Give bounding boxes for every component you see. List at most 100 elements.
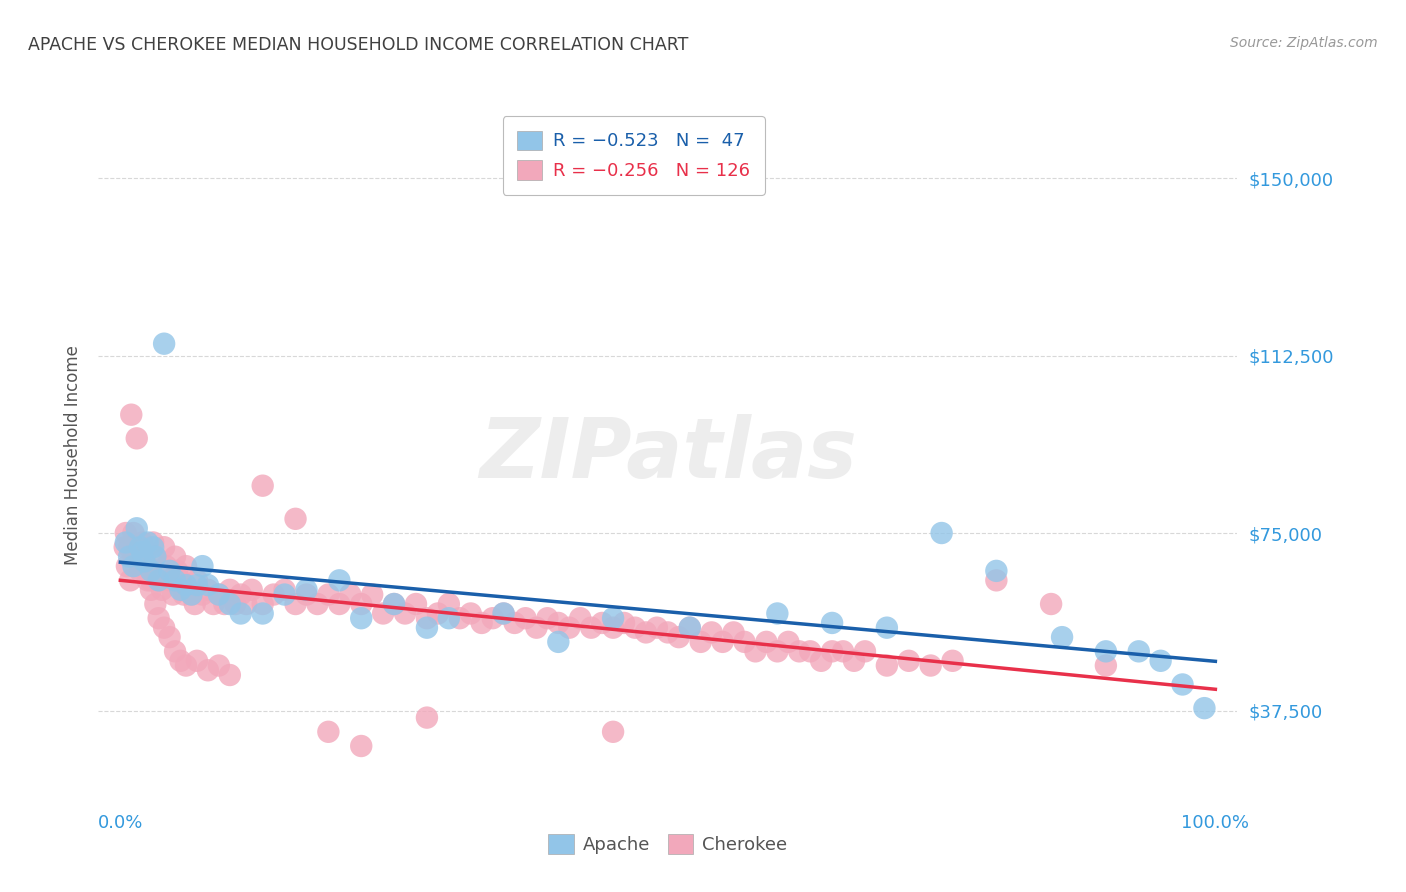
Point — [115, 559, 138, 574]
Point — [145, 549, 167, 564]
Point — [131, 535, 153, 549]
Point — [120, 574, 142, 588]
Point — [114, 540, 136, 554]
Point — [125, 431, 148, 445]
Point — [350, 739, 373, 753]
Point — [492, 607, 515, 621]
Point — [136, 535, 159, 549]
Point — [1194, 701, 1216, 715]
Legend: Apache, Cherokee: Apache, Cherokee — [540, 825, 796, 863]
Point — [229, 588, 252, 602]
Point — [361, 588, 384, 602]
Point — [153, 336, 176, 351]
Point — [139, 564, 162, 578]
Point — [174, 559, 197, 574]
Point — [449, 611, 471, 625]
Point — [148, 574, 170, 588]
Point — [689, 635, 711, 649]
Point — [136, 574, 159, 588]
Point — [129, 564, 152, 578]
Point — [136, 559, 159, 574]
Point — [821, 644, 844, 658]
Point — [122, 526, 145, 541]
Point — [394, 607, 416, 621]
Point — [169, 654, 191, 668]
Point — [876, 658, 898, 673]
Point — [159, 574, 181, 588]
Point — [842, 654, 865, 668]
Point — [492, 607, 515, 621]
Text: ZIPatlas: ZIPatlas — [479, 415, 856, 495]
Point — [148, 611, 170, 625]
Point — [460, 607, 482, 621]
Point — [515, 611, 537, 625]
Point — [437, 597, 460, 611]
Point — [679, 621, 702, 635]
Point — [120, 408, 142, 422]
Point — [1050, 630, 1073, 644]
Point — [218, 668, 240, 682]
Point — [832, 644, 855, 658]
Point — [284, 512, 307, 526]
Point — [481, 611, 503, 625]
Point — [218, 597, 240, 611]
Point — [129, 549, 152, 564]
Point — [197, 663, 219, 677]
Point — [734, 635, 756, 649]
Point — [547, 635, 569, 649]
Point — [191, 559, 214, 574]
Point — [591, 615, 613, 630]
Point — [668, 630, 690, 644]
Point — [778, 635, 800, 649]
Point — [350, 597, 373, 611]
Point — [931, 526, 953, 541]
Point — [180, 588, 202, 602]
Point — [118, 540, 141, 554]
Point — [579, 621, 602, 635]
Point — [416, 621, 439, 635]
Point — [252, 607, 274, 621]
Point — [177, 582, 200, 597]
Point — [166, 564, 188, 578]
Point — [208, 588, 231, 602]
Point — [1171, 677, 1194, 691]
Point — [208, 658, 231, 673]
Point — [134, 559, 156, 574]
Point — [153, 621, 176, 635]
Point — [186, 574, 208, 588]
Point — [602, 611, 624, 625]
Point — [240, 582, 263, 597]
Point — [114, 526, 136, 541]
Point — [558, 621, 581, 635]
Point — [700, 625, 723, 640]
Point — [382, 597, 405, 611]
Point — [252, 597, 274, 611]
Point — [145, 549, 167, 564]
Point — [131, 545, 153, 559]
Point — [165, 644, 187, 658]
Point — [920, 658, 942, 673]
Point — [382, 597, 405, 611]
Point — [787, 644, 810, 658]
Point — [252, 478, 274, 492]
Point — [273, 588, 295, 602]
Point — [114, 535, 136, 549]
Point — [139, 582, 162, 597]
Point — [169, 582, 191, 597]
Point — [416, 611, 439, 625]
Point — [416, 710, 439, 724]
Point — [125, 540, 148, 554]
Point — [263, 588, 285, 602]
Point — [148, 574, 170, 588]
Point — [197, 582, 219, 597]
Point — [350, 611, 373, 625]
Point — [624, 621, 647, 635]
Point — [1128, 644, 1150, 658]
Point — [657, 625, 679, 640]
Point — [142, 535, 165, 549]
Point — [165, 549, 187, 564]
Point — [645, 621, 668, 635]
Point — [503, 615, 526, 630]
Point — [711, 635, 734, 649]
Point — [150, 582, 173, 597]
